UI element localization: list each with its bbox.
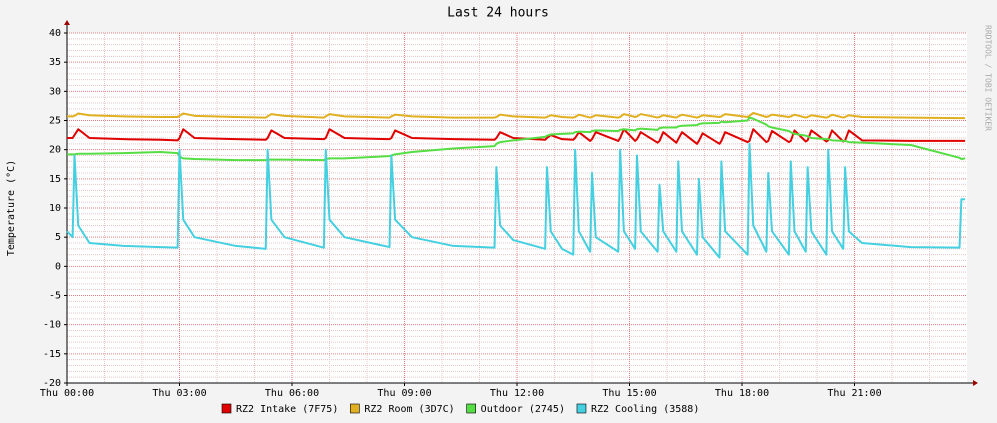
- legend-swatch: [466, 403, 476, 414]
- y-tick-label: -5: [49, 291, 61, 302]
- x-tick-label: Thu 21:00: [827, 388, 881, 399]
- x-axis-arrow: [973, 380, 978, 386]
- y-tick-label: 0: [55, 261, 61, 272]
- watermark: RRDTOOL / TOBI OETIKER: [984, 25, 993, 131]
- y-tick-label: 10: [49, 203, 61, 214]
- y-tick-label: 30: [49, 86, 61, 97]
- legend-swatch: [576, 403, 587, 414]
- x-tick-label: Thu 09:00: [377, 388, 431, 399]
- legend-label: Outdoor (2745): [481, 404, 565, 415]
- x-tick-label: Thu 03:00: [152, 388, 206, 399]
- legend-label: RZ2 Cooling (3588): [591, 404, 699, 415]
- series-line: [66, 142, 966, 259]
- y-axis-arrow: [64, 20, 70, 25]
- chart-title: Last 24 hours: [447, 6, 549, 21]
- y-tick-label: -15: [43, 349, 61, 360]
- y-tick-label: 35: [49, 57, 61, 68]
- y-tick-label: -10: [43, 320, 61, 331]
- series-line: [67, 128, 966, 145]
- x-tick-label: Thu 18:00: [715, 388, 769, 399]
- legend-swatch: [350, 403, 360, 414]
- y-tick-label: 40: [49, 28, 61, 39]
- x-tick-label: Thu 00:00: [40, 388, 94, 399]
- y-axis-label: Temperature (°C): [6, 160, 17, 256]
- y-tick-label: 5: [55, 232, 61, 243]
- legend-label: RZ2 Room (3D7C): [364, 404, 454, 415]
- x-tick-label: Thu 15:00: [602, 388, 656, 399]
- series-line: [67, 111, 966, 120]
- y-tick-label: -20: [43, 378, 61, 389]
- y-tick-label: 15: [49, 174, 61, 185]
- y-tick-label: 25: [49, 116, 61, 127]
- x-tick-label: Thu 12:00: [490, 388, 544, 399]
- legend-swatch: [221, 403, 232, 414]
- x-tick-label: Thu 06:00: [265, 388, 319, 399]
- y-tick-label: 20: [49, 145, 61, 156]
- legend-label: RZ2 Intake (7F75): [236, 404, 338, 415]
